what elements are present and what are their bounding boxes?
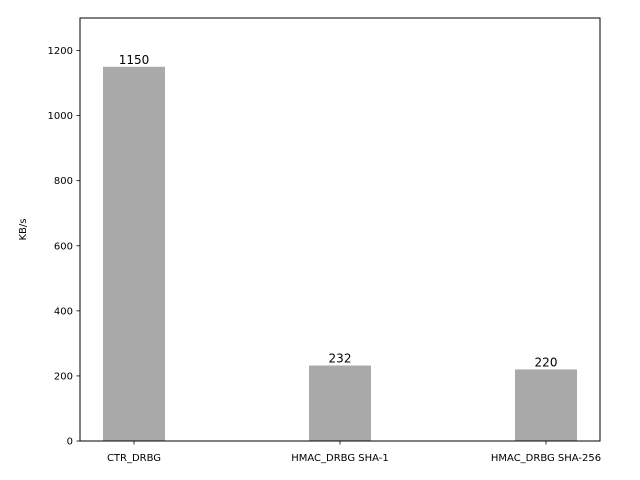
x-tick-label: HMAC_DRBG SHA-256	[491, 453, 601, 464]
plot-frame	[79, 17, 601, 442]
data-labels: 1150 232 220	[119, 53, 558, 370]
bars	[103, 66, 577, 442]
y-tick-label: 1000	[48, 111, 73, 122]
y-axis-label: KB/s	[18, 219, 29, 241]
y-axis-ticks: 0 200 400 600 800 1000 1200	[48, 46, 80, 448]
y-tick-label: 800	[54, 176, 73, 187]
x-tick-label: CTR_DRBG	[107, 453, 161, 464]
bar	[309, 365, 371, 441]
x-tick-label: HMAC_DRBG SHA-1	[291, 453, 389, 464]
bar	[103, 66, 165, 442]
y-tick-label: 600	[54, 241, 73, 252]
bar-value-label: 1150	[119, 53, 150, 67]
y-tick-label: 1200	[48, 46, 73, 57]
y-tick-label: 200	[54, 371, 73, 382]
bar	[515, 369, 577, 441]
bar-value-label: 232	[329, 352, 352, 366]
bar-value-label: 220	[535, 355, 558, 369]
y-tick-label: 0	[67, 437, 73, 448]
y-tick-label: 400	[54, 306, 73, 317]
x-axis-ticks: CTR_DRBG HMAC_DRBG SHA-1 HMAC_DRBG SHA-256	[107, 441, 601, 464]
